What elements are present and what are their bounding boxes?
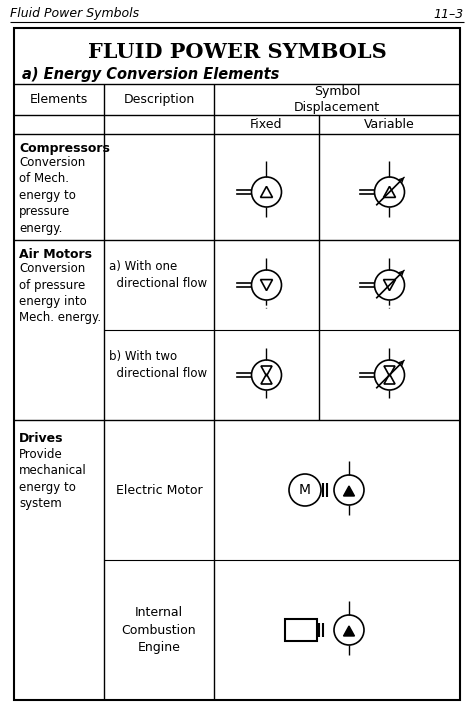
Text: Symbol
Displacement: Symbol Displacement: [294, 85, 380, 114]
Text: b) With two
  directional flow: b) With two directional flow: [109, 350, 207, 380]
Text: Drives: Drives: [19, 432, 64, 445]
Polygon shape: [344, 486, 355, 496]
Text: Internal
Combustion
Engine: Internal Combustion Engine: [122, 607, 196, 654]
Text: Compressors: Compressors: [19, 142, 110, 155]
Text: Fixed: Fixed: [250, 118, 283, 131]
Text: Description: Description: [123, 93, 195, 106]
Text: Fluid Power Symbols: Fluid Power Symbols: [10, 7, 139, 20]
Text: Air Motors: Air Motors: [19, 248, 92, 261]
Polygon shape: [344, 626, 355, 636]
Text: Provide
mechanical
energy to
system: Provide mechanical energy to system: [19, 448, 87, 510]
Text: Conversion
of pressure
energy into
Mech. energy.: Conversion of pressure energy into Mech.…: [19, 262, 101, 325]
Text: Conversion
of Mech.
energy to
pressure
energy.: Conversion of Mech. energy to pressure e…: [19, 156, 85, 235]
Text: a) Energy Conversion Elements: a) Energy Conversion Elements: [22, 67, 279, 82]
Text: a) With one
  directional flow: a) With one directional flow: [109, 260, 207, 290]
Text: 11–3: 11–3: [434, 7, 464, 20]
Text: Electric Motor: Electric Motor: [116, 484, 202, 497]
Text: M: M: [299, 483, 311, 497]
Text: FLUID POWER SYMBOLS: FLUID POWER SYMBOLS: [88, 42, 386, 62]
Text: Variable: Variable: [364, 118, 415, 131]
Text: Elements: Elements: [30, 93, 88, 106]
